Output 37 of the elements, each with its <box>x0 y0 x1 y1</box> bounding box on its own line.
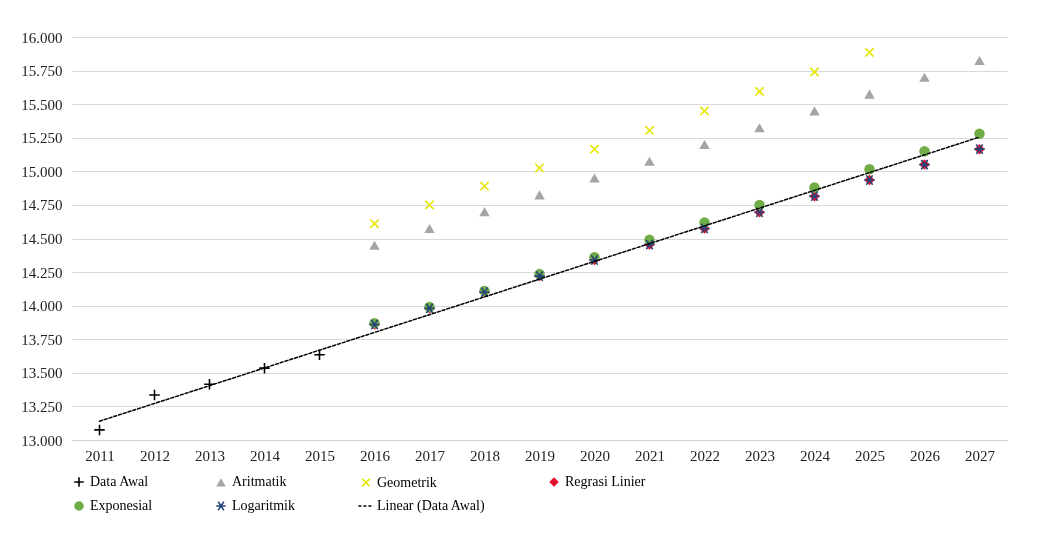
x-tick-label: 2013 <box>195 447 225 464</box>
x-tick-label: 2024 <box>800 447 831 464</box>
y-tick-label: 14.750 <box>21 197 63 214</box>
y-tick-label: 14.500 <box>21 231 63 247</box>
x-tick-label: 2026 <box>910 447 941 464</box>
y-tick-label: 13.500 <box>21 365 63 382</box>
x-tick-label: 2015 <box>305 447 335 464</box>
legend-label: Data Awal <box>90 474 149 490</box>
legend-label: Geometrik <box>377 474 437 490</box>
y-tick-label: 15.000 <box>21 163 63 180</box>
x-tick-label: 2023 <box>745 447 775 464</box>
legend-label: Regrasi Linier <box>565 474 646 490</box>
x-tick-label: 2017 <box>415 447 446 464</box>
legend-label: Linear (Data Awal) <box>377 498 485 514</box>
x-tick-label: 2022 <box>690 447 720 464</box>
y-tick-label: 16.000 <box>21 29 63 46</box>
x-tick-label: 2012 <box>140 447 170 464</box>
y-tick-label: 14.000 <box>21 298 63 315</box>
y-tick-label: 15.250 <box>21 130 63 147</box>
x-tick-label: 2018 <box>470 447 500 464</box>
legend-label: Aritmatik <box>232 474 287 490</box>
x-tick-label: 2020 <box>580 447 610 464</box>
legend-label: Logaritmik <box>232 498 295 513</box>
y-tick-label: 13.750 <box>21 331 63 348</box>
y-tick-label: 14.250 <box>21 264 63 281</box>
x-tick-label: 2011 <box>85 447 115 464</box>
y-tick-label: 15.750 <box>21 63 63 80</box>
x-tick-label: 2021 <box>635 447 665 464</box>
x-tick-label: 2027 <box>965 447 996 464</box>
x-tick-label: 2016 <box>360 447 391 464</box>
y-tick-label: 13.250 <box>21 398 63 415</box>
y-tick-label: 15.500 <box>21 96 63 113</box>
y-tick-label: 13.000 <box>21 432 63 449</box>
x-tick-label: 2025 <box>855 447 885 464</box>
x-tick-label: 2014 <box>250 447 281 464</box>
legend-label: Exponesial <box>90 498 153 513</box>
x-tick-label: 2019 <box>525 447 555 464</box>
